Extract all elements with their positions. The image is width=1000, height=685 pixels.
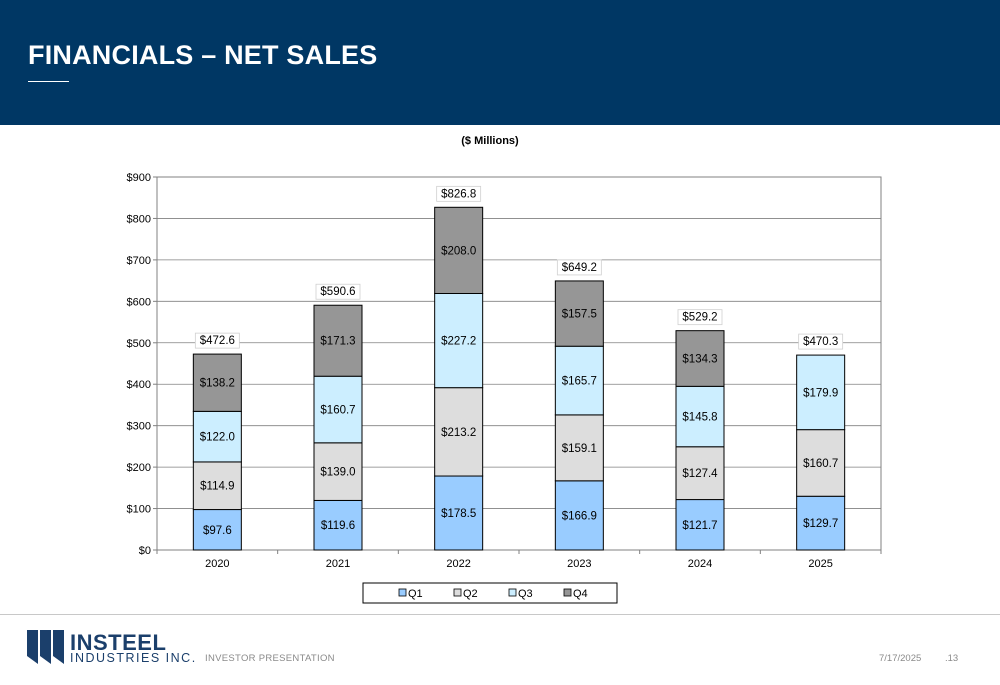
- legend-label-q3: Q3: [518, 588, 533, 600]
- brand-subtitle: INDUSTRIES INC.: [70, 651, 197, 665]
- total-label: $649.2: [562, 262, 597, 274]
- total-label: $529.2: [682, 312, 717, 324]
- x-tick-label: 2023: [567, 558, 591, 570]
- bar-segment-q1: [796, 495, 846, 551]
- legend-label-q2: Q2: [463, 588, 478, 600]
- footer-section-label: INVESTOR PRESENTATION: [205, 653, 335, 664]
- header-bar: FINANCIALS – NET SALES: [0, 0, 1000, 125]
- total-label-box: [677, 309, 723, 326]
- y-tick-label: $600: [127, 296, 151, 308]
- legend-swatch-q4: [563, 588, 572, 597]
- bar-segment-q3: [434, 293, 484, 389]
- segment-label: $165.7: [562, 376, 597, 388]
- segment-label: $138.2: [200, 378, 235, 390]
- y-tick-label: $800: [127, 213, 151, 225]
- segment-label: $127.4: [682, 468, 718, 480]
- segment-label: $139.0: [320, 467, 355, 479]
- y-tick-label: $400: [127, 379, 151, 391]
- y-tick-label: $100: [127, 504, 151, 516]
- bar-segment-q1: [554, 480, 604, 551]
- bar-segment-q4: [434, 206, 484, 295]
- segment-label: $119.6: [321, 520, 355, 532]
- y-tick-label: $0: [139, 545, 151, 557]
- insteel-logo-icon: [27, 630, 64, 664]
- bar-segment-q1: [434, 475, 484, 551]
- total-label-box: [436, 185, 482, 202]
- footer-date: 7/17/2025: [879, 653, 922, 664]
- segment-label: $134.3: [682, 354, 717, 366]
- bar-segment-q3: [313, 375, 363, 444]
- segment-label: $178.5: [441, 508, 476, 520]
- segment-label: $179.9: [803, 387, 838, 399]
- segment-label: $160.7: [320, 405, 355, 417]
- bar-segment-q3: [796, 354, 846, 431]
- segment-label: $213.2: [441, 427, 476, 439]
- total-label-box: [315, 283, 361, 300]
- bar-segment-q2: [313, 442, 363, 501]
- brand-name: INSTEEL: [70, 630, 167, 655]
- net-sales-chart: ($ Millions) $0 $100 $200 $300 $400 $500 $600 $7…: [127, 135, 882, 604]
- bar-segment-q1: [675, 499, 725, 551]
- bar-segment-q2: [675, 446, 725, 501]
- bar-segment-q4: [554, 280, 604, 347]
- bar-segment-q1: [313, 499, 363, 551]
- bar-segment-q4: [313, 304, 363, 377]
- segment-label: $129.7: [803, 518, 838, 530]
- total-label: $470.3: [803, 336, 838, 348]
- segment-label: $159.1: [562, 443, 597, 455]
- segment-label: $208.0: [441, 245, 476, 257]
- footer-divider: [0, 614, 1000, 615]
- legend-label-q1: Q1: [408, 588, 423, 600]
- bar-segment-q4: [675, 330, 725, 387]
- bar-segment-q2: [796, 429, 846, 497]
- bar-segment-q3: [675, 385, 725, 448]
- bar-segment-q2: [434, 387, 484, 477]
- total-label-box: [798, 333, 844, 350]
- x-tick-label: 2024: [688, 558, 712, 570]
- bar-segment-q3: [554, 345, 604, 416]
- y-tick-label: $700: [127, 255, 151, 267]
- title-underline: [28, 81, 69, 82]
- segment-label: $121.7: [682, 520, 717, 532]
- x-tick-label: 2022: [446, 558, 470, 570]
- y-tick-label: $200: [127, 462, 151, 474]
- segment-label: $227.2: [441, 336, 476, 348]
- segment-label: $145.8: [682, 412, 717, 424]
- chart-title: ($ Millions): [461, 135, 519, 147]
- segment-label: $157.5: [562, 309, 597, 321]
- segment-label: $122.0: [200, 432, 235, 444]
- legend-label-q4: Q4: [573, 588, 588, 600]
- plot-area: [156, 176, 882, 551]
- x-tick-label: 2025: [808, 558, 832, 570]
- legend-box: [362, 582, 618, 604]
- bar-segment-q4: [192, 353, 242, 412]
- segment-label: $171.3: [320, 336, 355, 348]
- y-tick-label: $900: [127, 172, 151, 184]
- legend-swatch-q3: [508, 588, 517, 597]
- segment-label: $114.9: [200, 481, 234, 493]
- segment-label: $160.7: [803, 458, 838, 470]
- segment-label: $166.9: [562, 510, 597, 522]
- segment-label: $97.6: [203, 525, 232, 537]
- bar-segment-q2: [554, 414, 604, 482]
- total-label: $472.6: [200, 335, 235, 347]
- y-tick-label: $500: [127, 338, 151, 350]
- y-tick-label: $300: [127, 421, 151, 433]
- total-label-box: [556, 259, 602, 276]
- total-label: $590.6: [320, 286, 355, 298]
- page-title: FINANCIALS – NET SALES: [28, 40, 378, 70]
- legend-swatch-q1: [398, 588, 407, 597]
- total-label: $826.8: [441, 188, 476, 200]
- x-tick-label: 2020: [205, 558, 229, 570]
- total-label-box: [194, 332, 240, 349]
- page-number: .13: [945, 653, 959, 664]
- legend-swatch-q2: [453, 588, 462, 597]
- x-tick-label: 2021: [326, 558, 350, 570]
